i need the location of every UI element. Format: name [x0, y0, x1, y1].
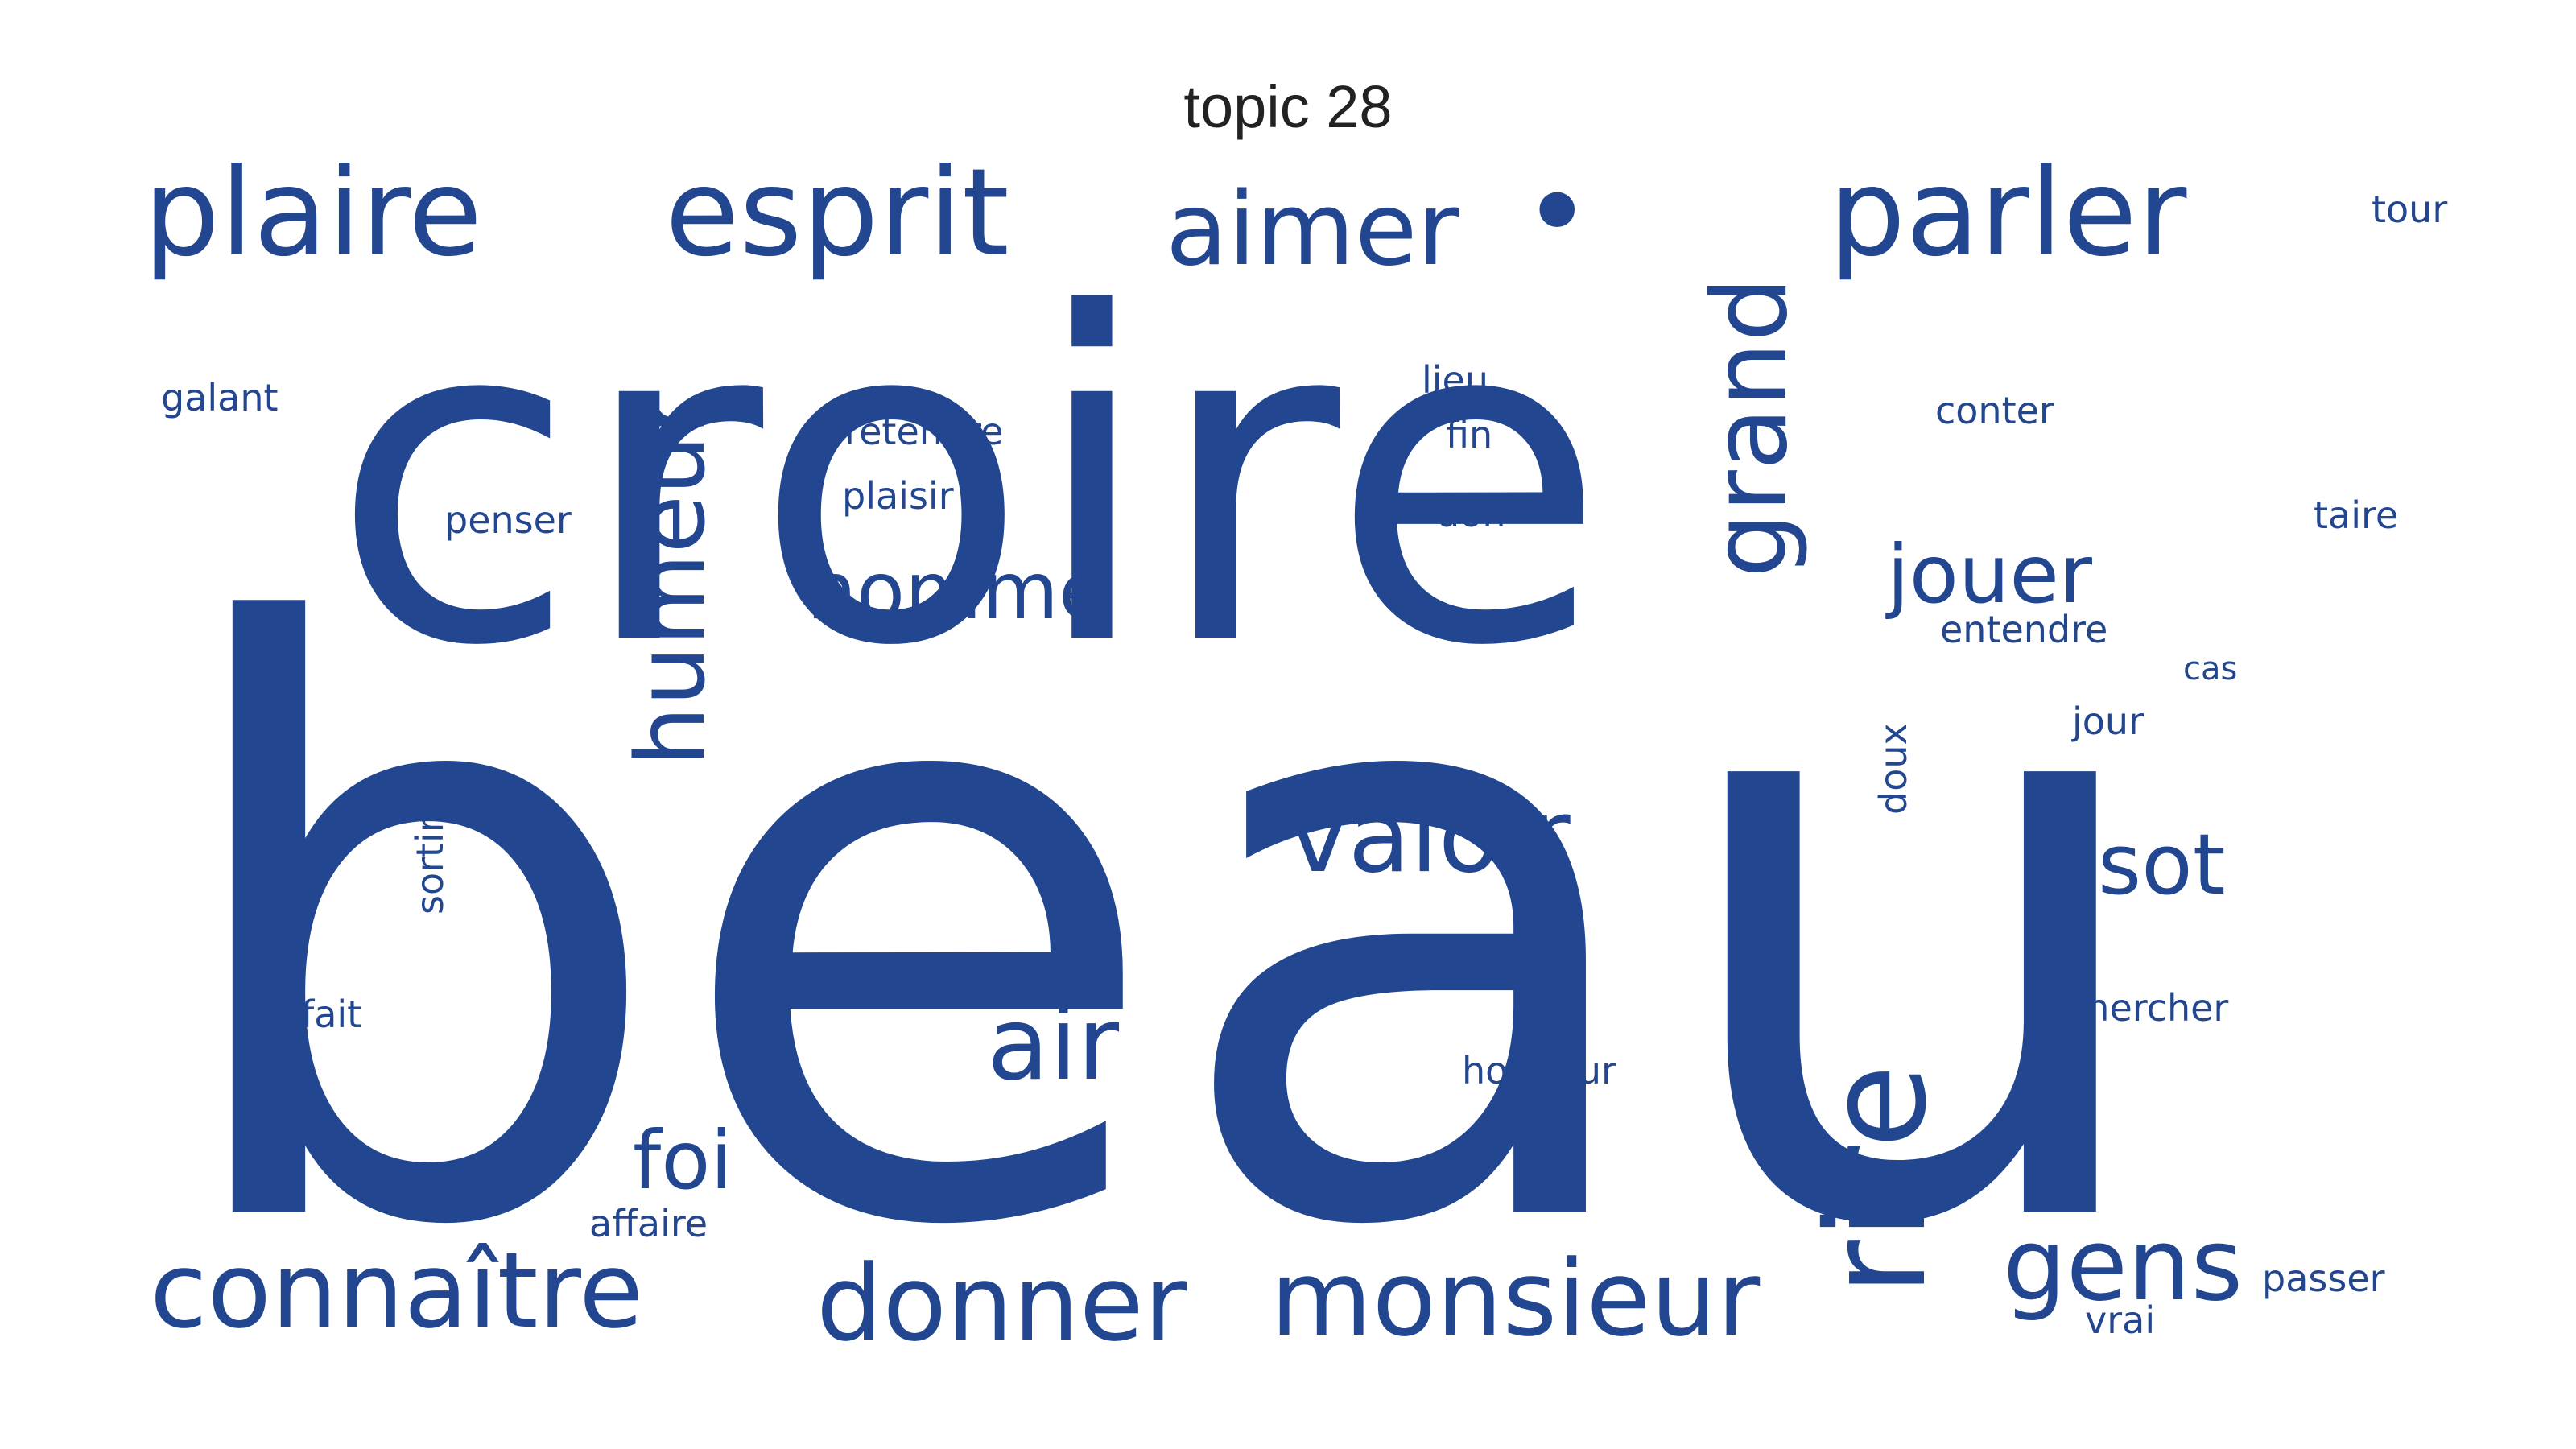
word-lieu: lieu — [1422, 358, 1488, 402]
word-don: don — [1436, 492, 1506, 535]
word-tour: tour — [2372, 188, 2447, 231]
word-cas: cas — [2183, 650, 2237, 687]
word-prétendre: prétendre — [821, 410, 1003, 453]
word-foi: foi — [633, 1113, 733, 1208]
word-valoir: valoir — [1288, 777, 1571, 895]
word-rire: rire — [1798, 1064, 1957, 1296]
word-entendre: entendre — [1940, 608, 2107, 651]
word-plaisir: plaisir — [842, 474, 954, 518]
page-title: topic 28 — [1183, 73, 1393, 140]
word-affaire: affaire — [589, 1202, 708, 1245]
word-honneur: honneur — [1462, 1049, 1616, 1092]
word-sortir: sortir — [408, 817, 452, 914]
word-air: air — [987, 985, 1119, 1103]
word-galant: galant — [161, 376, 279, 419]
word-fait: fait — [301, 993, 361, 1036]
word-chercher: chercher — [2066, 986, 2228, 1030]
word-esprit: esprit — [665, 143, 1009, 283]
word-fin: fin — [1446, 413, 1492, 456]
word-penser: penser — [444, 498, 572, 542]
word-gens: gens — [2003, 1208, 2243, 1323]
word-jouer: jouer — [1885, 527, 2093, 621]
word-plaire: plaire — [143, 143, 482, 283]
word-beau: beau — [159, 464, 2169, 1402]
word-vrai: vrai — [2085, 1298, 2155, 1342]
word-donner: donner — [816, 1242, 1187, 1364]
word-doux: doux — [1872, 723, 1915, 815]
word-sot: sot — [2098, 815, 2226, 914]
word-croire: croire — [330, 220, 1607, 745]
word-jour: jour — [2071, 700, 2144, 743]
word-connaître: connaître — [150, 1229, 643, 1352]
word-parler: parler — [1829, 143, 2187, 283]
word-taire: taire — [2314, 493, 2398, 537]
word-passer: passer — [2262, 1257, 2385, 1300]
word-conter: conter — [1935, 389, 2054, 432]
word-homme: homme — [807, 546, 1107, 638]
word-bullet: • — [1521, 143, 1592, 283]
word-grand: grand — [1690, 276, 1810, 578]
word-humeur: humeur — [615, 395, 726, 766]
word-monsieur: monsieur — [1270, 1237, 1761, 1360]
word-aimer: aimer — [1166, 170, 1459, 288]
